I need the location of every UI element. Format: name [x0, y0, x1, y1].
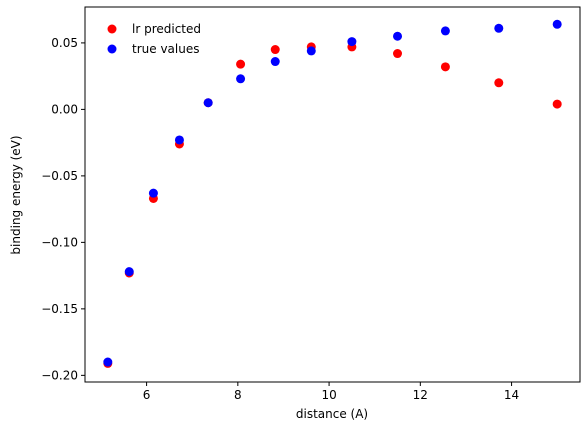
- true-values-point: [236, 74, 246, 84]
- true-values-point: [203, 98, 213, 108]
- lr-predicted-point: [494, 78, 504, 88]
- legend-marker: [107, 44, 117, 54]
- y-tick-label: −0.15: [41, 302, 78, 316]
- x-tick-label: 12: [413, 388, 428, 402]
- x-tick-label: 14: [504, 388, 519, 402]
- true-values-point: [103, 357, 113, 367]
- lr-predicted-point: [552, 99, 562, 109]
- true-values-point: [494, 23, 504, 33]
- true-values-point: [440, 26, 450, 36]
- true-values-point: [148, 188, 158, 198]
- y-tick-label: −0.05: [41, 169, 78, 183]
- legend: lr predicted true values: [107, 22, 201, 56]
- y-tick-label: −0.20: [41, 368, 78, 382]
- true-values-point: [124, 267, 134, 277]
- y-axis-ticks: −0.20 −0.15 −0.10 −0.05 0.00 0.05: [41, 36, 85, 382]
- legend-marker: [107, 24, 117, 34]
- legend-entry-label: true values: [132, 42, 199, 56]
- y-tick-label: −0.10: [41, 235, 78, 249]
- x-axis-label: distance (A): [296, 407, 368, 421]
- legend-entry-label: lr predicted: [132, 22, 201, 36]
- y-tick-label: 0.05: [51, 36, 78, 50]
- lr-predicted-point: [440, 62, 450, 72]
- y-tick-label: 0.00: [51, 102, 78, 116]
- lr-predicted-point: [236, 59, 246, 69]
- lr-predicted-point: [270, 45, 280, 55]
- true-values-point: [306, 46, 316, 56]
- lr-predicted-point: [393, 49, 403, 59]
- true-values-point: [174, 135, 184, 145]
- data-points: [103, 19, 562, 368]
- x-tick-label: 10: [321, 388, 336, 402]
- y-axis-label: binding energy (eV): [9, 135, 23, 254]
- true-values-point: [393, 31, 403, 41]
- x-tick-label: 8: [234, 388, 242, 402]
- true-values-point: [347, 37, 357, 47]
- true-values-point: [270, 57, 280, 67]
- x-tick-label: 6: [143, 388, 151, 402]
- x-axis-ticks: 6 8 10 12 14: [143, 382, 519, 402]
- true-values-point: [552, 19, 562, 29]
- plot-frame: [84, 6, 581, 383]
